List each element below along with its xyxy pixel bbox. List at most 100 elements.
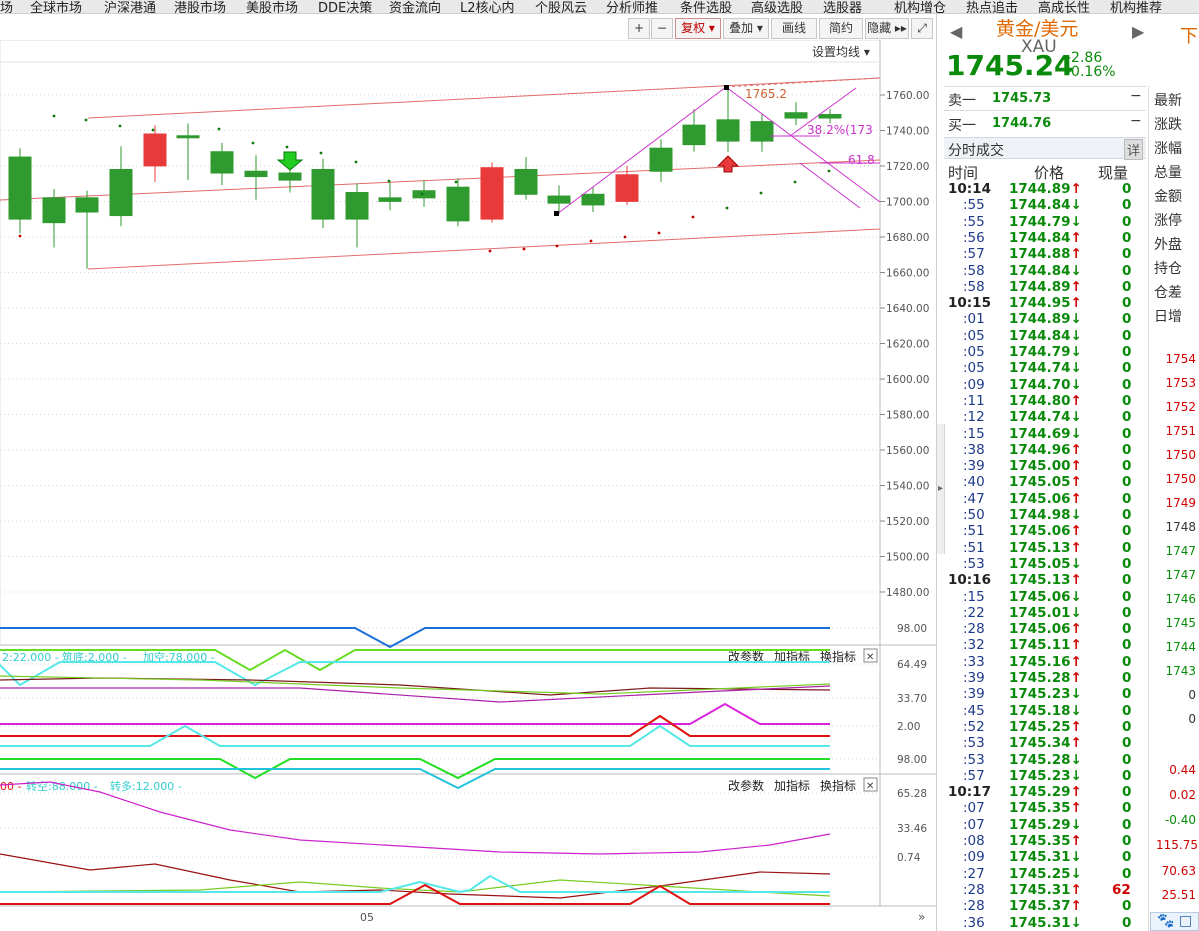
tick-volume: 0 <box>1122 784 1132 801</box>
stat-value: 115.75 <box>1156 838 1198 852</box>
panel-collapse-handle[interactable]: ▸ <box>937 424 945 554</box>
menu-item-12[interactable]: 选股器 <box>823 1 863 14</box>
high-annotation: 1765.2 <box>745 87 787 101</box>
arrow-up-icon: ↑ <box>1070 800 1082 817</box>
menu-item-7[interactable]: L2核心内 <box>460 1 515 14</box>
arrow-up-icon: ↑ <box>1070 458 1082 475</box>
draw-line-button[interactable]: 画线 <box>771 18 817 39</box>
tick-row: :09 1745.31↓ 0 <box>946 849 1146 865</box>
y-tick-label: 1660.00 <box>886 268 929 280</box>
stat-label: 日增 <box>1154 309 1182 325</box>
tick-price: 1745.28↑ <box>1009 670 1082 686</box>
last-price: 1745.24 <box>946 49 1074 82</box>
tick-price: 1745.31↑ <box>1009 881 1082 898</box>
menu-item-5[interactable]: DDE决策 <box>318 1 373 14</box>
price-change-pct: -0.16% <box>1066 64 1116 80</box>
menu-item-10[interactable]: 条件选股 <box>680 1 733 14</box>
candlestick <box>311 168 335 220</box>
tick-price: 1744.79↓ <box>1009 213 1082 230</box>
kline-chart-area[interactable]: 1760.00 1740.00 1720.00 1700.00 1680.00 1660.… <box>0 40 936 931</box>
tick-row: :51 1745.06↑ 0 <box>946 523 1146 539</box>
tick-row: :53 1745.28↓ 0 <box>946 752 1146 768</box>
tick-row: :52 1745.25↑ 0 <box>946 719 1146 735</box>
tick-row: :51 1745.13↑ 0 <box>946 540 1146 556</box>
y-tick-label: 1740.00 <box>886 126 929 138</box>
menu-item-6[interactable]: 资金流向 <box>389 1 442 14</box>
side-tab-label[interactable]: 下 <box>1180 26 1198 47</box>
tick-price: 1745.01↓ <box>1009 604 1082 621</box>
sar-dot <box>354 160 358 164</box>
tick-row: :57 1744.88↑ 0 <box>946 246 1146 262</box>
menu-item-8[interactable]: 个股风云 <box>535 1 588 14</box>
next-quote-icon[interactable]: ▶ <box>1132 22 1145 41</box>
tick-time: :32 <box>963 637 985 654</box>
tick-time: :07 <box>963 800 985 817</box>
menu-item-9[interactable]: 分析师推 <box>606 1 659 14</box>
y-tick-label: 1520.00 <box>886 516 929 528</box>
tick-time: :38 <box>963 441 985 458</box>
sar-dot <box>285 145 289 149</box>
tick-volume: 0 <box>1122 914 1132 931</box>
sar-dot <box>657 231 661 235</box>
overlay-dropdown[interactable]: 叠加 ▾ <box>723 18 769 39</box>
tick-price: 1745.29↓ <box>1009 816 1082 833</box>
tick-price: 1744.79↓ <box>1009 344 1082 360</box>
sar-dot <box>827 169 831 173</box>
stat-label: 外盘 <box>1154 237 1182 253</box>
arrow-up-icon: ↑ <box>1070 229 1082 246</box>
stat-value: 1749 <box>1165 496 1196 510</box>
menu-item-1[interactable]: 全球市场 <box>30 1 83 14</box>
arrow-down-icon: ↓ <box>1070 425 1082 442</box>
tick-price: 1745.05↑ <box>1009 474 1082 491</box>
tick-time: :55 <box>963 213 985 230</box>
menu-item-13[interactable]: 机构增仓 <box>894 1 947 14</box>
tick-volume: 0 <box>1122 849 1132 866</box>
simple-mode-button[interactable]: 简约 <box>819 18 863 39</box>
ticks-col-time: 时间 <box>948 164 979 182</box>
y-tick-label: 1620.00 <box>886 339 929 351</box>
menu-item-3[interactable]: 港股市场 <box>174 1 227 14</box>
menu-item-16[interactable]: 机构推荐 <box>1110 1 1163 14</box>
tick-price: 1745.37↑ <box>1009 898 1082 915</box>
zoom-out-button[interactable]: − <box>651 18 673 39</box>
tick-row: :56 1744.84↑ 0 <box>946 230 1146 246</box>
arrow-down-icon: ↓ <box>1070 311 1082 328</box>
ticks-detail-button[interactable]: 详 <box>1124 139 1144 160</box>
tick-time: :33 <box>963 653 985 670</box>
fib-trend-line <box>556 86 727 215</box>
paw-icon[interactable]: 🐾 □ <box>1150 912 1199 931</box>
stat-value: 1745 <box>1165 616 1196 630</box>
instrument-code: XAU <box>1021 37 1057 57</box>
tick-time: :09 <box>963 849 985 866</box>
tick-volume: 0 <box>1122 865 1132 882</box>
arrow-down-icon: ↓ <box>1070 197 1082 214</box>
tick-price: 1745.28↓ <box>1009 751 1082 768</box>
menu-item-14[interactable]: 热点追击 <box>966 1 1019 14</box>
menu-item-15[interactable]: 高成长性 <box>1038 1 1091 14</box>
menu-item-4[interactable]: 美股市场 <box>246 1 299 14</box>
menu-item-0[interactable]: 场 <box>0 1 14 14</box>
menu-item-11[interactable]: 高级选股 <box>751 1 804 14</box>
ind2-y-tick: 98.00 <box>897 754 927 766</box>
tick-price: 1745.31↓ <box>1009 849 1082 866</box>
fuquan-dropdown[interactable]: 复权 ▾ <box>675 18 721 39</box>
sell-one-price: 1745.73 <box>992 91 1052 106</box>
arrow-up-icon: ↑ <box>1070 833 1082 849</box>
arrow-down-icon: ↓ <box>1070 213 1082 230</box>
candlestick <box>615 174 639 202</box>
arrow-up-icon: ↑ <box>1070 572 1082 589</box>
zoom-in-button[interactable]: + <box>628 18 650 39</box>
hide-button[interactable]: 隐藏 ▸▸ <box>865 18 909 39</box>
tick-price: 1745.00↑ <box>1009 458 1082 475</box>
fullscreen-icon[interactable]: ⤢ <box>911 18 933 39</box>
tick-price: 1744.89↓ <box>1009 311 1082 328</box>
ind2-y-tick: 65.28 <box>897 788 927 800</box>
prev-quote-icon[interactable]: ◀ <box>950 22 963 41</box>
anchor-marker <box>554 211 559 216</box>
tick-row: :07 1745.35↑ 0 <box>946 800 1146 816</box>
tick-volume: 0 <box>1122 409 1132 426</box>
ind1-red-line <box>0 714 830 737</box>
candlestick <box>446 186 470 222</box>
tick-time: :36 <box>963 914 985 931</box>
menu-item-2[interactable]: 沪深港通 <box>104 1 157 14</box>
